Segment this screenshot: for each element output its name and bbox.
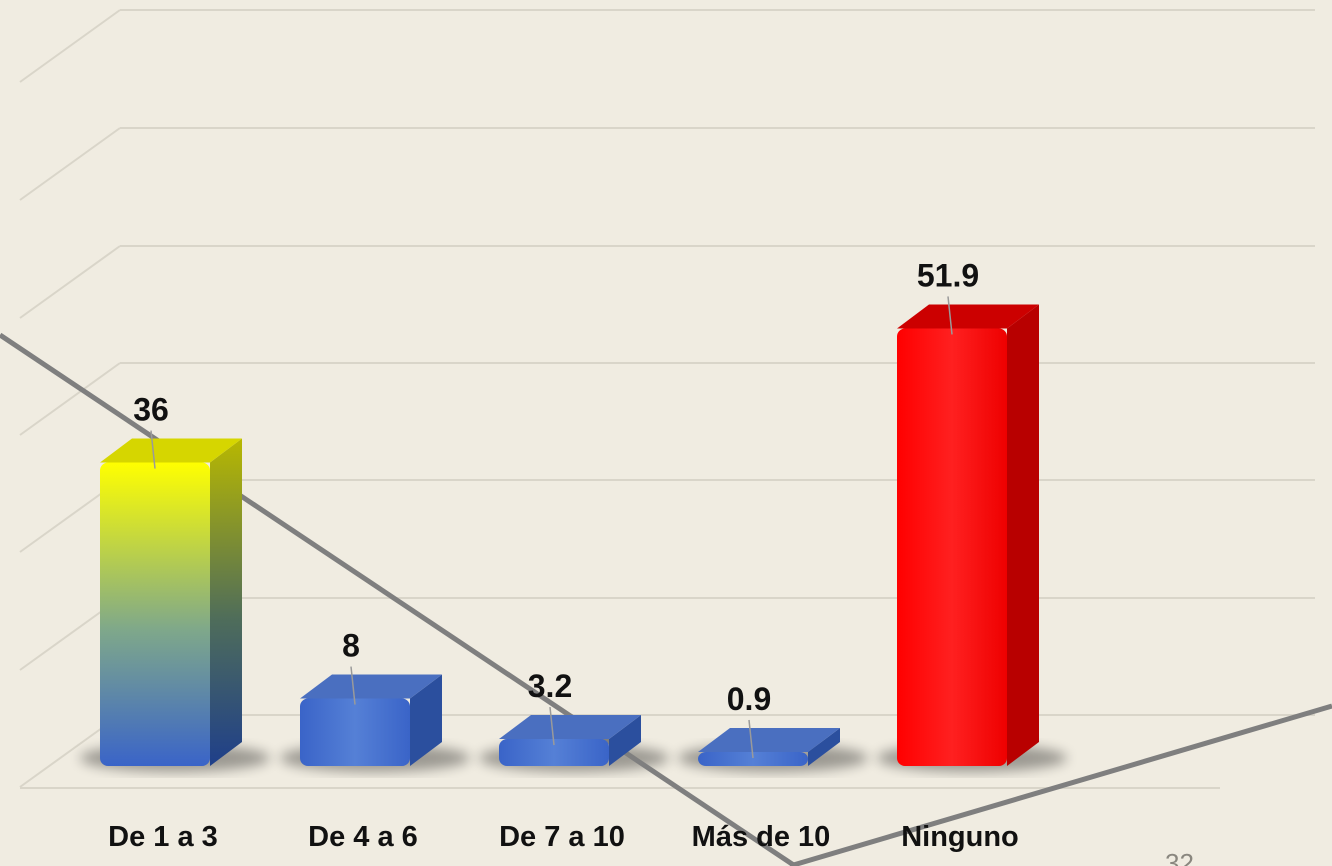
gridline-diagonal <box>19 9 121 83</box>
bar-top <box>499 715 641 740</box>
category-label: Más de 10 <box>692 821 831 853</box>
data-label-leader <box>150 430 156 469</box>
bar-side <box>808 728 840 766</box>
category-label: De 4 a 6 <box>308 821 418 853</box>
bar-de-4-a-6 <box>300 674 442 766</box>
bar-de-7-a-10 <box>499 715 641 766</box>
decorative-diagonal-line-right <box>789 703 1332 866</box>
bar-side <box>210 438 242 766</box>
category-label: Ninguno <box>901 821 1019 853</box>
data-labels: 36 8 3.2 0.9 51.9 <box>133 257 979 759</box>
gridline-diagonal <box>19 127 121 201</box>
data-label: 51.9 <box>917 257 979 293</box>
bar-side <box>609 715 641 766</box>
gridline-diagonal <box>19 245 121 319</box>
bar-front <box>897 328 1007 766</box>
data-label-leader <box>549 706 555 746</box>
page-number: 32 <box>1165 848 1194 866</box>
decorative-diagonal-line <box>0 332 797 866</box>
category-labels: De 1 a 3 De 4 a 6 De 7 a 10 Más de 10 Ningun… <box>108 821 1019 853</box>
bar-side <box>410 674 442 766</box>
bar-top <box>698 728 840 752</box>
bar-front <box>499 739 609 766</box>
data-label: 8 <box>342 628 360 664</box>
bar-top <box>897 304 1039 329</box>
bar-top <box>300 674 442 699</box>
data-label: 3.2 <box>528 668 572 704</box>
data-label-leader <box>748 719 754 759</box>
bars <box>100 304 1039 766</box>
bar-front <box>300 698 410 766</box>
data-label-leader <box>350 666 356 705</box>
gridline-diagonal <box>19 362 121 436</box>
bar-m-s-de-10 <box>698 728 840 766</box>
bar-front <box>698 752 808 766</box>
data-label: 36 <box>133 392 169 428</box>
category-label: De 1 a 3 <box>108 821 218 853</box>
bar-side <box>1007 304 1039 766</box>
data-label: 0.9 <box>727 681 771 717</box>
category-label: De 7 a 10 <box>499 821 625 853</box>
bar-top <box>100 438 242 463</box>
bar-de-1-a-3 <box>100 438 242 766</box>
data-label-leader <box>947 296 953 335</box>
bar-ninguno <box>897 304 1039 766</box>
bar-front <box>100 462 210 766</box>
